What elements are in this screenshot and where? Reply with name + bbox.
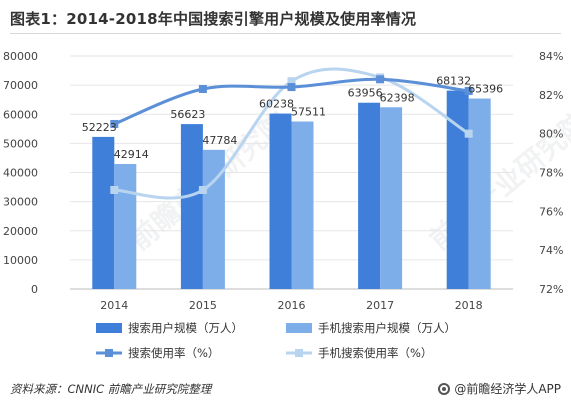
legend-label: 手机搜索使用率（%）	[318, 346, 432, 360]
y2-tick-label: 72%	[539, 283, 563, 296]
bar-value-label: 62398	[380, 91, 415, 104]
bar-value-label: 65396	[468, 83, 503, 96]
bar-value-label: 56623	[170, 108, 205, 121]
y-tick-label: 10000	[3, 254, 38, 267]
data-labels: 52223 56623 60238 63956 68132 42914 47784 57511…	[82, 75, 503, 161]
bar	[468, 98, 491, 289]
line-point	[198, 85, 207, 94]
source-note: 资料来源：CNNIC 前瞻产业研究院整理	[10, 382, 212, 396]
bar-value-label: 57511	[291, 105, 326, 118]
bars	[92, 90, 491, 290]
line-point	[376, 75, 385, 84]
bar	[446, 90, 469, 289]
line-point	[287, 83, 296, 92]
legend-swatch	[96, 323, 122, 333]
bar	[92, 136, 115, 289]
line-point	[110, 119, 119, 128]
y-tick-label: 80000	[3, 50, 38, 63]
bar	[291, 121, 314, 290]
y2-tick-label: 82%	[539, 89, 563, 102]
line-point	[198, 185, 207, 194]
bar	[358, 102, 381, 289]
y2-tick-label: 84%	[539, 50, 563, 63]
bar-value-label: 60238	[259, 98, 294, 111]
bar-value-label: 47784	[202, 134, 237, 147]
x-tick-label: 2016	[278, 299, 306, 312]
y-tick-label: 40000	[3, 167, 38, 180]
y-axis-left: 0 10000 20000 30000 40000 50000 60000 70000 8000…	[3, 50, 38, 296]
title-divider	[10, 33, 561, 34]
bar-value-label: 68132	[436, 75, 471, 88]
bar	[380, 107, 403, 289]
x-tick-label: 2018	[455, 299, 483, 312]
brand-logo-icon	[438, 382, 451, 395]
legend: 搜索用户规模（万人） 手机搜索用户规模（万人） 搜索使用率（%） 手机搜索使用率（%）	[96, 321, 456, 360]
legend-swatch	[286, 323, 312, 333]
bar	[114, 164, 137, 289]
y-tick-label: 70000	[3, 79, 38, 92]
bar-value-label: 42914	[114, 148, 149, 161]
y-tick-label: 20000	[3, 225, 38, 238]
line-point	[287, 77, 296, 86]
y2-tick-label: 80%	[539, 128, 563, 141]
line-point	[110, 185, 119, 194]
bar	[180, 124, 203, 289]
lines	[110, 67, 473, 200]
y2-tick-label: 78%	[539, 167, 563, 180]
x-tick-label: 2014	[100, 299, 128, 312]
y-tick-label: 60000	[3, 108, 38, 121]
bar	[269, 113, 292, 289]
bar-value-label: 52223	[82, 121, 117, 134]
bar-value-label: 63956	[348, 87, 383, 100]
line-point	[464, 129, 473, 138]
y-tick-label: 50000	[3, 137, 38, 150]
brand-text: @前瞻经济学人APP	[454, 382, 561, 396]
x-axis: 2014 2015 2016 2017 2018	[70, 288, 513, 312]
y-axis-right: 72% 74% 76% 78% 80% 82% 84%	[539, 50, 563, 296]
x-tick-label: 2015	[189, 299, 217, 312]
y-tick-label: 0	[31, 283, 38, 296]
line-point	[464, 86, 473, 95]
y2-tick-label: 76%	[539, 205, 563, 218]
chart-title: 图表1：2014-2018年中国搜索引擎用户规模及使用率情况	[10, 10, 417, 28]
y2-tick-label: 74%	[539, 244, 563, 257]
legend-label: 手机搜索用户规模（万人）	[318, 321, 456, 335]
brand-mark: @前瞻经济学人APP	[438, 380, 561, 397]
x-tick-label: 2017	[366, 299, 394, 312]
legend-label: 搜索使用率（%）	[128, 346, 219, 360]
y-tick-label: 30000	[3, 196, 38, 209]
legend-marker	[295, 349, 303, 357]
legend-label: 搜索用户规模（万人）	[128, 321, 243, 335]
legend-marker	[105, 349, 113, 357]
